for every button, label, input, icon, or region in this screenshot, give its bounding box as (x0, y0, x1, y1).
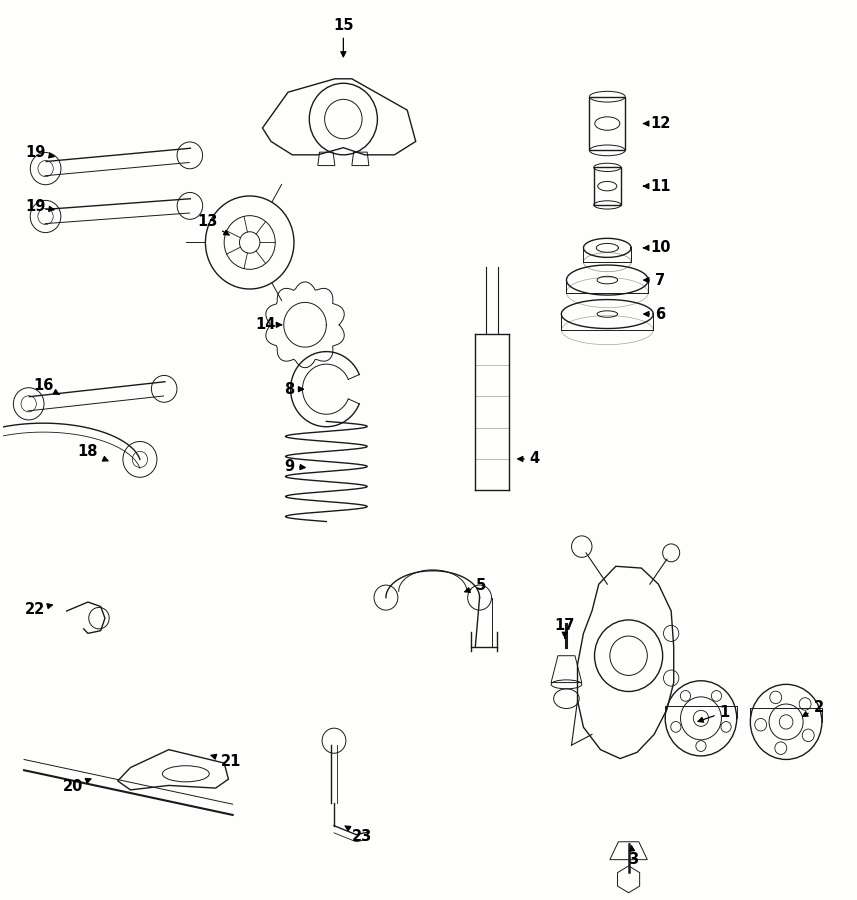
Text: 15: 15 (333, 18, 354, 57)
Text: 13: 13 (197, 214, 229, 235)
Text: 10: 10 (644, 240, 670, 256)
Text: 19: 19 (25, 145, 54, 159)
Text: 14: 14 (255, 318, 281, 332)
Text: 8: 8 (284, 382, 303, 397)
Text: 12: 12 (644, 116, 670, 131)
Text: 16: 16 (33, 378, 59, 394)
Bar (590, 96, 626, 150)
Text: 2: 2 (802, 700, 824, 716)
Text: 9: 9 (284, 459, 305, 473)
Text: 23: 23 (345, 826, 372, 844)
Text: 4: 4 (518, 452, 540, 466)
Text: 19: 19 (25, 199, 54, 214)
Text: 18: 18 (78, 445, 108, 461)
Text: 5: 5 (464, 579, 487, 593)
Text: 21: 21 (211, 754, 241, 769)
Bar (594, 167, 621, 205)
Text: 20: 20 (63, 778, 91, 794)
Text: 22: 22 (25, 602, 52, 616)
Text: 1: 1 (698, 705, 730, 722)
Text: 17: 17 (554, 617, 575, 638)
Text: 6: 6 (644, 307, 665, 321)
Text: 11: 11 (644, 178, 670, 194)
Text: 3: 3 (628, 846, 638, 868)
Text: 7: 7 (644, 273, 665, 288)
